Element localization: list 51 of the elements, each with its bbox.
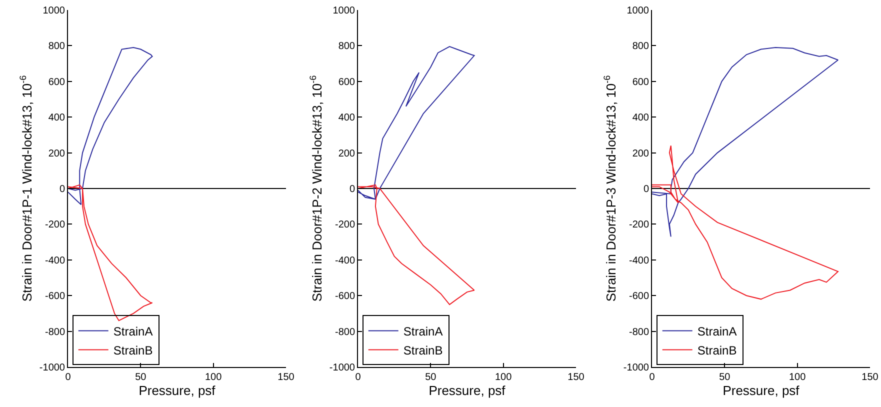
- y-tick-label: 200: [338, 148, 356, 160]
- y-tick-label: 0: [349, 184, 356, 195]
- y-tick-label: -600: [44, 291, 66, 302]
- x-axis-title: Pressure, psf: [138, 383, 216, 398]
- legend-label: StrainB: [403, 343, 443, 358]
- y-tick-label: -200: [628, 220, 650, 231]
- x-tick-label: 100: [204, 372, 222, 383]
- y-tick-label: 0: [59, 184, 66, 195]
- y-tick-label: -1000: [329, 362, 356, 374]
- y-tick-label: -1000: [39, 362, 66, 374]
- y-tick-label: -400: [628, 255, 650, 266]
- y-tick-label: 600: [632, 76, 650, 88]
- y-tick-label: -600: [334, 291, 356, 302]
- legend-label: StrainB: [113, 343, 153, 358]
- legend-label: StrainB: [697, 343, 737, 358]
- x-tick-label: 100: [494, 372, 512, 383]
- y-tick-label: 400: [338, 112, 356, 124]
- y-tick-label: 1000: [332, 6, 356, 16]
- y-tick-label: -600: [628, 291, 650, 302]
- y-tick-label: 200: [632, 148, 650, 160]
- x-axis-title: Pressure, psf: [722, 383, 800, 398]
- legend-label: StrainA: [403, 324, 443, 338]
- x-tick-label: 150: [862, 372, 879, 383]
- y-tick-label: -1000: [623, 362, 650, 374]
- y-tick-label: 200: [48, 148, 66, 160]
- y-tick-label: 800: [632, 41, 650, 52]
- y-tick-label: 1000: [626, 6, 650, 16]
- x-tick-label: 100: [788, 372, 806, 383]
- x-tick-label: 50: [425, 372, 437, 383]
- y-tick-label: -200: [44, 220, 66, 231]
- y-tick-label: 600: [48, 76, 66, 88]
- y-tick-label: 400: [632, 112, 650, 124]
- y-tick-label: -400: [44, 255, 66, 266]
- x-tick-label: 150: [568, 372, 585, 383]
- x-axis-title: Pressure, psf: [428, 383, 506, 398]
- y-tick-label: -400: [334, 255, 356, 266]
- y-tick-label: 600: [338, 76, 356, 88]
- x-tick-label: 50: [135, 372, 147, 383]
- y-tick-label: -800: [44, 326, 66, 338]
- legend-label: StrainA: [697, 324, 737, 338]
- y-tick-label: 800: [338, 41, 356, 52]
- x-tick-label: 150: [278, 372, 295, 383]
- y-tick-label: -200: [334, 220, 356, 231]
- x-tick-label: 50: [719, 372, 731, 383]
- y-tick-label: 400: [48, 112, 66, 124]
- y-tick-label: -800: [628, 326, 650, 338]
- y-tick-label: 1000: [42, 6, 66, 16]
- y-tick-label: 0: [643, 184, 650, 195]
- legend-label: StrainA: [113, 324, 153, 338]
- y-tick-label: 800: [48, 41, 66, 52]
- y-tick-label: -800: [334, 326, 356, 338]
